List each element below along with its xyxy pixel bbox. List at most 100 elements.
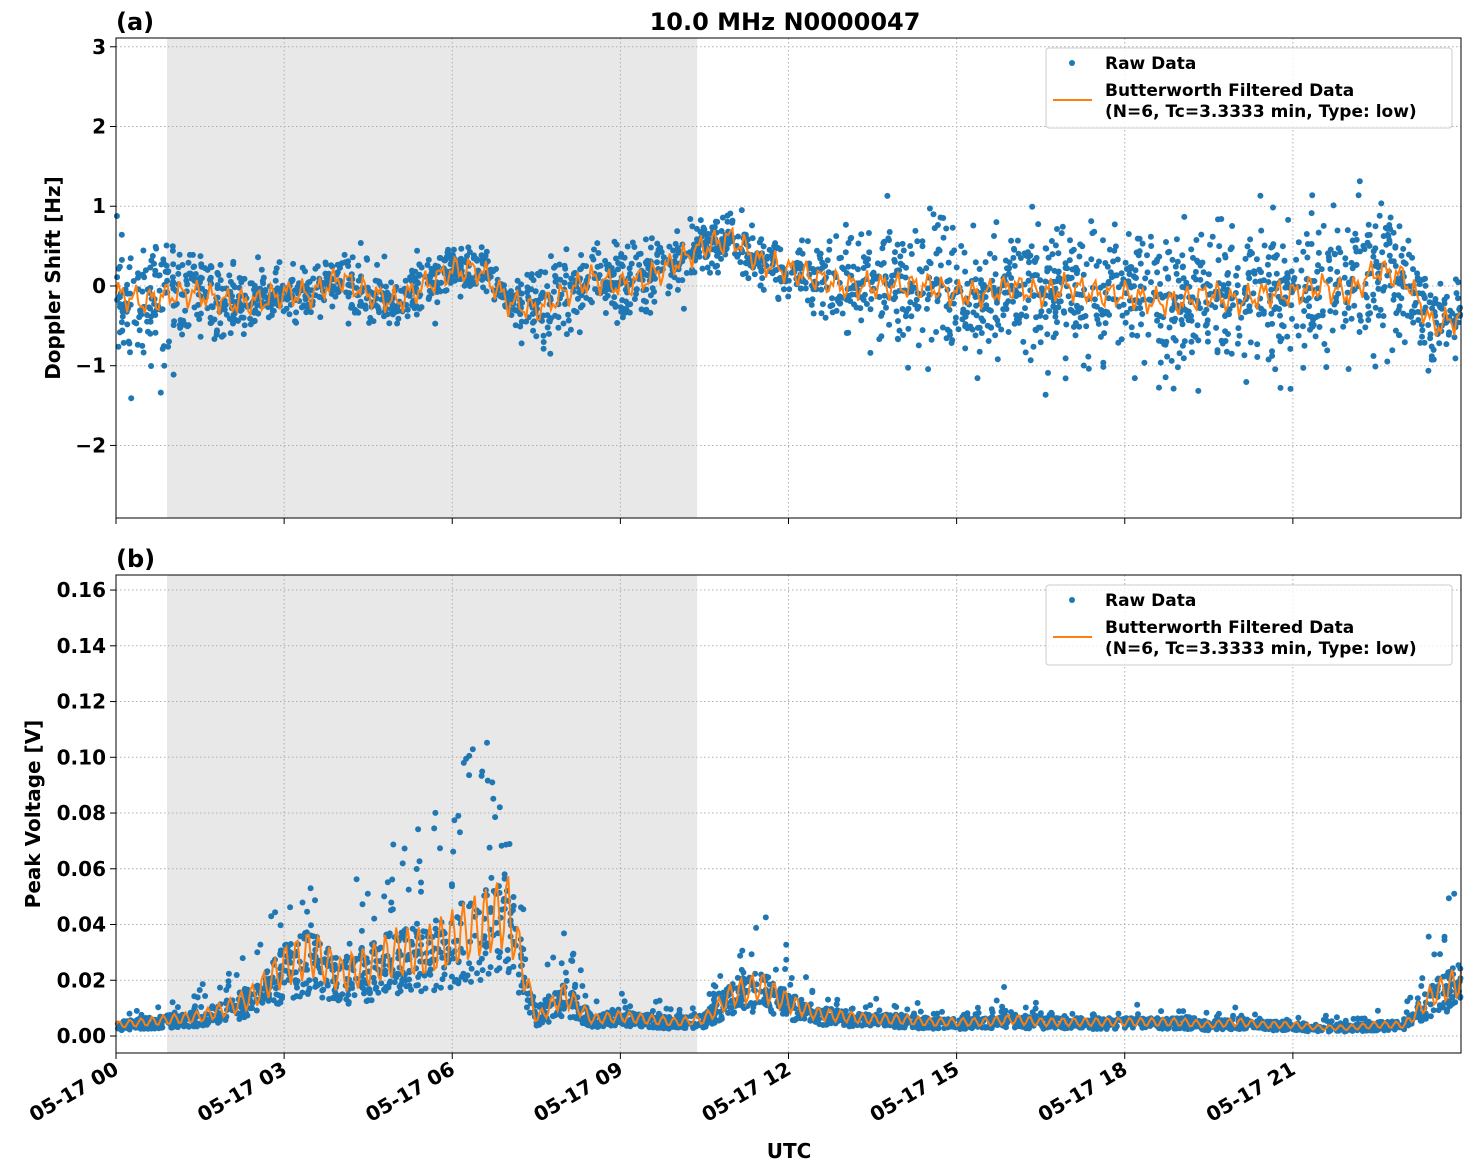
raw-data-point [469,966,475,972]
raw-data-point [989,1006,995,1012]
raw-data-point [940,325,946,331]
raw-data-point [849,292,855,298]
raw-data-point [418,889,424,895]
raw-data-point [1061,310,1067,316]
raw-data-point [1245,243,1251,249]
raw-data-point [1039,285,1045,291]
raw-data-point [1078,315,1084,321]
raw-data-point [345,263,351,269]
raw-data-point [284,306,290,312]
raw-data-point [277,259,283,265]
raw-data-point [443,257,449,263]
raw-data-point [433,918,439,924]
raw-data-point [993,219,999,225]
raw-data-point [255,311,261,317]
raw-data-point [1038,339,1044,345]
y-tick-label: 0.04 [57,913,106,937]
panel-b: 0.160.140.120.100.080.060.040.020.00(b)P… [21,545,1464,1127]
raw-data-point [219,286,225,292]
raw-data-point [619,262,625,268]
raw-data-point [150,253,156,259]
raw-data-point [701,225,707,231]
raw-data-point [1083,323,1089,329]
raw-data-point [1163,239,1169,245]
raw-data-point [657,245,663,251]
raw-data-point [492,814,498,820]
raw-data-point [1103,320,1109,326]
raw-data-point [1023,313,1029,319]
raw-data-point [1124,266,1130,272]
raw-data-point [995,356,1001,362]
raw-data-point [967,324,973,330]
raw-data-point [899,262,905,268]
raw-data-point [1228,1026,1234,1032]
raw-data-point [1364,295,1370,301]
raw-data-point [1284,270,1290,276]
raw-data-point [329,304,335,310]
raw-data-point [636,262,642,268]
raw-data-point [346,290,352,296]
raw-data-point [700,266,706,272]
y-tick-label: 0.00 [57,1024,106,1048]
raw-data-point [483,950,489,956]
raw-data-point [803,280,809,286]
raw-data-point [254,949,260,955]
raw-data-point [1309,192,1315,198]
raw-data-point [1148,243,1154,249]
raw-data-point [1140,241,1146,247]
raw-data-point [555,325,561,331]
raw-data-point [444,287,450,293]
raw-data-point [1015,238,1021,244]
raw-data-point [406,887,412,893]
raw-data-point [1035,221,1041,227]
raw-data-point [590,257,596,263]
raw-data-point [1111,273,1117,279]
raw-data-point [1302,343,1308,349]
raw-data-point [983,259,989,265]
raw-data-point [505,947,511,953]
raw-data-point [1272,366,1278,372]
raw-data-point [1148,279,1154,285]
raw-data-point [1422,276,1428,282]
raw-data-point [1088,218,1094,224]
raw-data-point [1405,313,1411,319]
raw-data-point [1145,269,1151,275]
raw-data-point [287,904,293,910]
raw-data-point [707,270,713,276]
raw-data-point [559,960,565,966]
raw-data-point [415,826,421,832]
raw-data-point [350,254,356,260]
raw-data-point [744,260,750,266]
raw-data-point [120,309,126,315]
raw-data-point [1365,303,1371,309]
raw-data-point [602,295,608,301]
raw-data-point [886,322,892,328]
raw-data-point [1357,312,1363,318]
raw-data-point [525,991,531,997]
raw-data-point [1324,1018,1330,1024]
raw-data-point [1277,313,1283,319]
raw-data-point [148,1024,154,1030]
raw-data-point [745,275,751,281]
raw-data-point [548,253,554,259]
raw-data-point [1443,341,1449,347]
raw-data-point [1188,246,1194,252]
raw-data-point [936,247,942,253]
raw-data-point [1425,322,1431,328]
raw-data-point [1233,273,1239,279]
raw-data-point [541,346,547,352]
raw-data-point [1175,364,1181,370]
raw-data-point [839,265,845,271]
raw-data-point [912,228,918,234]
raw-data-point [1333,295,1339,301]
raw-data-point [1207,283,1213,289]
raw-data-point [1223,338,1229,344]
raw-data-point [761,243,767,249]
raw-data-point [240,955,246,961]
raw-data-point [371,916,377,922]
raw-data-point [1266,357,1272,363]
raw-data-point [900,306,906,312]
raw-data-point [1134,1002,1140,1008]
raw-data-point [335,262,341,268]
